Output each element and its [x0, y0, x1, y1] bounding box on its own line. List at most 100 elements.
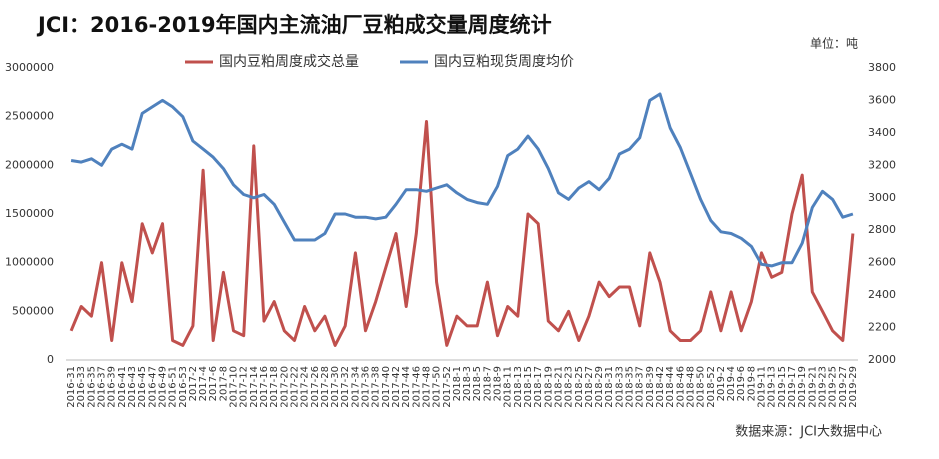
x-tick-label: 2016-33 — [76, 366, 87, 408]
x-tick-label: 2017-44 — [401, 366, 412, 408]
x-tick-label: 2017-30 — [330, 366, 341, 408]
x-tick-label: 2017-36 — [361, 366, 372, 408]
data-line — [70, 92, 854, 268]
x-tick-label: 2018-52 — [706, 366, 717, 408]
x-tick-label: 2017-28 — [320, 366, 331, 408]
x-tick-label: 2018-19 — [543, 366, 554, 408]
x-tick-label: 2018-17 — [533, 366, 544, 408]
x-tick-label: 2017-40 — [381, 366, 392, 408]
y-tick-label: 2000000 — [5, 158, 54, 171]
x-tick-label: 2018-50 — [696, 366, 707, 408]
x-tick-label: 2019-21 — [807, 366, 818, 408]
x-tick-label: 2019-19 — [797, 366, 808, 408]
x-tick-label: 2018-21 — [553, 366, 564, 408]
y2-tick-label: 3400 — [868, 126, 896, 139]
unit-label: 单位：吨 — [810, 36, 858, 51]
x-tick-label: 2018-11 — [503, 366, 514, 408]
x-tick-label: 2017-20 — [279, 366, 290, 408]
x-tick-label: 2018-29 — [594, 366, 605, 408]
x-tick-label: 2019-25 — [828, 366, 839, 408]
x-tick-label: 2017-16 — [259, 366, 270, 408]
x-tick-label: 2018-31 — [604, 366, 615, 408]
x-tick-label: 2016-49 — [157, 366, 168, 408]
x-tick-label: 2016-53 — [178, 366, 189, 408]
x-tick-label: 2016-35 — [86, 366, 97, 408]
x-tick-label: 2019-29 — [848, 366, 859, 408]
y-tick-label: 1000000 — [5, 256, 54, 269]
x-tick-label: 2018-35 — [625, 366, 636, 408]
x-tick-label: 2018-33 — [614, 366, 625, 408]
y2-tick-label: 2600 — [868, 256, 896, 269]
x-tick-label: 2017-42 — [391, 366, 402, 408]
x-tick-label: 2019-17 — [787, 366, 798, 408]
x-tick-label: 2018-1 — [452, 366, 463, 401]
x-tick-label: 2017-52 — [442, 366, 453, 408]
x-tick-label: 2018-15 — [523, 366, 534, 408]
x-tick-label: 2017-6 — [208, 366, 219, 401]
x-tick-label: 2016-45 — [137, 366, 148, 408]
x-tick-label: 2018-23 — [564, 366, 575, 408]
x-tick-label: 2019-27 — [838, 366, 849, 408]
y2-tick-label: 3000 — [868, 191, 896, 204]
x-tick-label: 2017-34 — [350, 366, 361, 408]
source-note: 数据来源：JCI大数据中心 — [735, 425, 882, 440]
x-tick-label: 2016-31 — [66, 366, 77, 408]
x-tick-label: 2019-11 — [757, 366, 768, 408]
x-tick-label: 2017-32 — [340, 366, 351, 408]
x-tick-label: 2018-42 — [655, 366, 666, 408]
y-tick-label: 500000 — [12, 304, 54, 317]
y-tick-label: 1500000 — [5, 207, 54, 220]
y2-tick-label: 3200 — [868, 158, 896, 171]
x-tick-label: 2017-12 — [239, 366, 250, 408]
y2-tick-label: 2200 — [868, 321, 896, 334]
legend-label: 国内豆粕周度成交总量 — [219, 53, 359, 70]
x-tick-label: 2017-2 — [188, 366, 199, 401]
x-tick-label: 2016-39 — [107, 366, 118, 408]
x-tick-label: 2017-46 — [411, 366, 422, 408]
x-tick-label: 2019-23 — [817, 366, 828, 408]
x-tick-label: 2018-46 — [675, 366, 686, 408]
x-tick-label: 2017-38 — [371, 366, 382, 408]
y-tick-label: 2500000 — [5, 110, 54, 123]
x-tick-label: 2018-7 — [482, 366, 493, 401]
x-tick-label: 2018-3 — [462, 366, 473, 401]
x-tick-label: 2018-25 — [574, 366, 585, 408]
y2-tick-label: 2400 — [868, 288, 896, 301]
y2-tick-label: 2000 — [868, 353, 896, 366]
x-tick-label: 2019-13 — [767, 366, 778, 408]
x-tick-label: 2018-37 — [635, 366, 646, 408]
x-tick-label: 2018-9 — [493, 366, 504, 401]
x-tick-label: 2018-27 — [584, 366, 595, 408]
x-tick-label: 2018-5 — [472, 366, 483, 401]
x-tick-label: 2016-37 — [97, 366, 108, 408]
x-tick-label: 2018-39 — [645, 366, 656, 408]
x-tick-label: 2016-51 — [168, 366, 179, 408]
x-tick-label: 2017-18 — [269, 366, 280, 408]
x-tick-label: 2018-13 — [513, 366, 524, 408]
x-tick-label: 2016-41 — [117, 366, 128, 408]
x-tick-label: 2019-15 — [777, 366, 788, 408]
x-tick-label: 2017-4 — [198, 366, 209, 401]
x-tick-label: 2017-10 — [229, 366, 240, 408]
data-line — [69, 120, 855, 347]
x-tick-label: 2017-50 — [432, 366, 443, 408]
x-tick-label: 2016-43 — [127, 366, 138, 408]
x-tick-label: 2017-26 — [310, 366, 321, 408]
x-tick-label: 2017-24 — [300, 366, 311, 408]
y2-tick-label: 3600 — [868, 93, 896, 106]
x-tick-label: 2017-14 — [249, 366, 260, 408]
x-tick-label: 2018-44 — [665, 366, 676, 408]
x-tick-label: 2016-47 — [147, 366, 158, 408]
x-tick-label: 2017-22 — [289, 366, 300, 408]
x-tick-label: 2019-6 — [736, 366, 747, 401]
y2-tick-label: 3800 — [868, 61, 896, 74]
y-tick-label: 0 — [47, 353, 54, 366]
x-tick-label: 2018-48 — [685, 366, 696, 408]
x-tick-label: 2017-8 — [218, 366, 229, 401]
x-tick-label: 2019-4 — [726, 366, 737, 401]
y-tick-label: 3000000 — [5, 61, 54, 74]
y2-tick-label: 2800 — [868, 223, 896, 236]
legend-label: 国内豆粕现货周度均价 — [434, 53, 574, 70]
chart-title: JCI：2016-2019年国内主流油厂豆粕成交量周度统计 — [36, 13, 552, 37]
